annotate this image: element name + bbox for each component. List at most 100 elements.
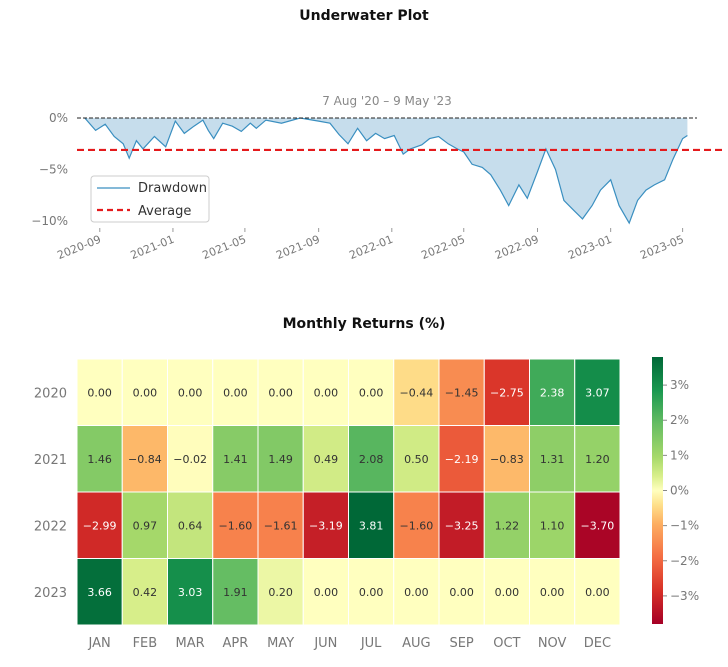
heatmap-cell-label: 0.00 [87,386,112,399]
heatmap-cell-label: 0.00 [268,386,293,399]
heatmap-column-label: JUL [360,636,382,651]
heatmap-cell [529,358,576,426]
heatmap-cell [167,358,214,426]
heatmap-cell-label: 2.38 [540,386,565,399]
heatmap-cell-label: −1.61 [264,519,298,532]
heatmap-cell-label: 0.50 [404,453,429,466]
x-tick-label: 2022-05 [419,233,466,262]
heatmap-cell-label: 0.00 [314,386,339,399]
heatmap-cell-label: 0.00 [359,386,384,399]
heatmap-cell-label: −0.83 [490,453,524,466]
heatmap-title: Monthly Returns (%) [282,316,446,332]
heatmap-cell-label: 1.41 [223,453,248,466]
y-tick-label: −5% [39,163,68,177]
heatmap-cell [348,491,395,559]
heatmap-cell [438,425,485,493]
heatmap-cell [574,491,621,559]
heatmap-cell-label: −1.60 [219,519,253,532]
heatmap-cell-label: 0.97 [133,519,158,532]
heatmap-row-label: 2021 [34,453,67,468]
legend-label-drawdown: Drawdown [138,181,207,196]
heatmap-cell [257,558,304,626]
heatmap-cell-label: 0.20 [268,586,293,599]
heatmap-cell [574,425,621,493]
heatmap-cell-label: −3.25 [445,519,479,532]
heatmap-cell-label: 0.49 [314,453,339,466]
heatmap-cell [529,558,576,626]
heatmap-cell [302,491,349,559]
heatmap-cell-label: −3.70 [581,519,615,532]
colorbar-tick-label: −1% [670,519,699,533]
heatmap-cell-label: 0.00 [223,386,248,399]
heatmap-column-label: APR [222,636,248,651]
heatmap-cell [167,425,214,493]
heatmap-cell-label: 0.00 [359,586,384,599]
heatmap-cell [76,491,123,559]
heatmap-cell-label: −0.44 [400,386,434,399]
heatmap-row-label: 2023 [34,586,67,601]
x-tick-label: 2022-01 [347,233,394,262]
heatmap-cell [76,358,123,426]
heatmap-cell-label: −1.60 [400,519,434,532]
colorbar [652,357,663,624]
heatmap-cell-label: 2.08 [359,453,384,466]
heatmap-cell-label: 1.91 [223,586,248,599]
heatmap-cell-label: −2.99 [83,519,117,532]
heatmap-cell [574,358,621,426]
heatmap-cell-label: 0.00 [178,386,203,399]
heatmap-column-label: FEB [133,636,158,651]
heatmap-cell [574,558,621,626]
heatmap-cell [529,491,576,559]
heatmap-cell [393,558,440,626]
heatmap-cell [483,425,530,493]
heatmap-cell [212,425,259,493]
x-tick-label: 2023-01 [566,233,613,262]
heatmap-cell-label: −3.19 [309,519,343,532]
heatmap-cell-label: 0.64 [178,519,203,532]
heatmap-column-label: MAR [176,636,205,651]
heatmap-column-label: JAN [88,636,111,651]
heatmap-cell [529,425,576,493]
heatmap-cell-label: 1.49 [268,453,293,466]
y-tick-label: −10% [31,214,68,228]
heatmap-cell-label: −2.75 [490,386,524,399]
heatmap-cell [76,558,123,626]
heatmap-column-label: AUG [402,636,430,651]
heatmap-cell-label: 0.00 [404,586,429,599]
heatmap-cell-label: 0.42 [133,586,158,599]
heatmap-cell [257,425,304,493]
heatmap-cell-label: 3.03 [178,586,203,599]
heatmap-cell [483,558,530,626]
colorbar-tick-label: 3% [670,378,689,392]
underwater-subtitle: 7 Aug '20 – 9 May '23 [322,94,452,108]
legend-label-average: Average [138,204,191,219]
heatmap-column-label: JUN [313,636,337,651]
heatmap-cell [121,491,168,559]
heatmap-cell-label: 1.46 [87,453,112,466]
heatmap-row-label: 2022 [34,519,67,534]
heatmap-cell-label: 0.00 [585,586,610,599]
heatmap-cell-label: 0.00 [314,586,339,599]
y-tick-label: 0% [49,111,68,125]
drawdown-area [84,118,688,224]
drawdown-line [84,117,688,225]
heatmap-cell-label: −0.84 [128,453,162,466]
heatmap-cell-label: 3.07 [585,386,610,399]
colorbar-tick-label: 1% [670,448,689,462]
heatmap-cell [167,558,214,626]
heatmap-cell [121,425,168,493]
heatmap-cell-label: 1.20 [585,453,610,466]
underwater-chart-title: Underwater Plot [299,8,429,24]
x-tick-label: 2021-01 [129,233,176,262]
heatmap-cell [302,425,349,493]
colorbar-tick-label: 2% [670,413,689,427]
heatmap-cell [121,558,168,626]
heatmap-cell [257,358,304,426]
heatmap-cell [76,425,123,493]
heatmap-cell [438,558,485,626]
heatmap-cell-label: 1.22 [495,519,520,532]
heatmap-cell-label: 0.00 [449,586,474,599]
heatmap-cell-label: 0.00 [540,586,565,599]
heatmap-cell-label: 1.10 [540,519,565,532]
